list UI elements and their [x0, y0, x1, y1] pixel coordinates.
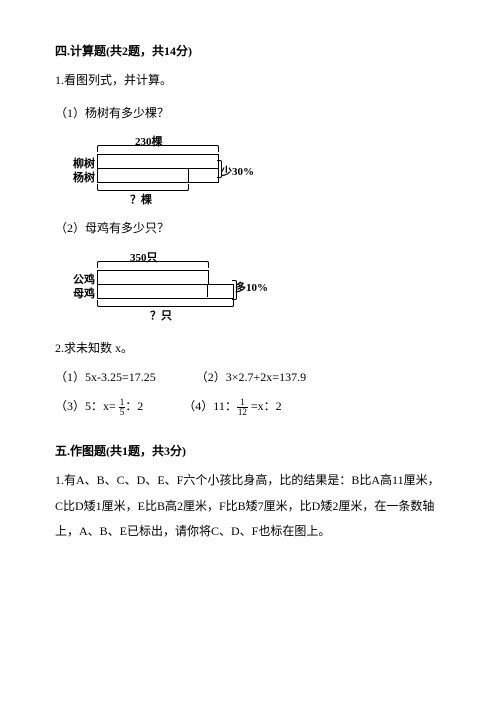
- d2-row2-label: 母鸡: [73, 284, 95, 305]
- q2-stem: 2.求未知数 x。: [55, 337, 445, 360]
- d2-seg: [207, 284, 209, 297]
- eq3-b: ：2: [125, 399, 143, 413]
- diagram1: 230棵 柳树 杨树 少30% ？棵: [75, 132, 445, 207]
- d2-bar2: [97, 284, 234, 299]
- eq4-a: （4）11：: [183, 399, 237, 413]
- eq1: （1）5x-3.25=17.25: [55, 366, 156, 389]
- d1-brace-top: [97, 145, 219, 152]
- frac2: 112: [237, 398, 248, 417]
- section5-title: 五.作图题(共1题，共3分): [55, 440, 445, 463]
- eq3: （3）5：x= 15：2: [55, 395, 143, 418]
- page: 四.计算题(共2题，共14分) 1.看图列式，并计算。 （1）杨树有多少棵？ 2…: [0, 0, 500, 578]
- d2-bottom: ？只: [150, 306, 172, 327]
- eq-row2: （3）5：x= 15：2 （4）11：112 =x：2: [55, 395, 445, 418]
- d2-pct: 多10%: [235, 278, 268, 299]
- section4-title: 四.计算题(共2题，共14分): [55, 40, 445, 63]
- eq3-a: （3）5：x=: [55, 399, 119, 413]
- d2-bar1: [97, 270, 209, 285]
- d1-bar2-ext: [188, 168, 219, 183]
- d1-row2-label: 杨树: [73, 168, 95, 189]
- eq-row1: （1）5x-3.25=17.25 （2）3×2.7+2x=137.9: [55, 366, 445, 389]
- eq4-b: =x：2: [248, 399, 282, 413]
- q1-stem: 1.看图列式，并计算。: [55, 69, 445, 92]
- d1-bar2: [97, 168, 189, 183]
- frac2-den: 12: [237, 408, 248, 417]
- d1-bottom: ？棵: [130, 190, 152, 211]
- d2-brace-top: [97, 261, 209, 268]
- eq4: （4）11：112 =x：2: [183, 395, 281, 418]
- q1-sub1: （1）杨树有多少棵？: [55, 102, 445, 125]
- d1-bar1: [97, 154, 219, 169]
- q1-sub2: （2）母鸡有多少只？: [55, 217, 445, 240]
- diagram2: 350只 公鸡 母鸡 多10% ？只: [75, 248, 445, 323]
- eq2: （2）3×2.7+2x=137.9: [196, 366, 306, 389]
- d1-pct: 少30%: [221, 162, 254, 183]
- s5-q1: 1.有A、B、C、D、E、F六个小孩比身高，比的结果是：B比A高11厘米，C比D…: [55, 468, 445, 544]
